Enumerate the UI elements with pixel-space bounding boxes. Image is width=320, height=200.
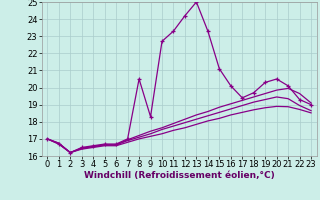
X-axis label: Windchill (Refroidissement éolien,°C): Windchill (Refroidissement éolien,°C) bbox=[84, 171, 275, 180]
